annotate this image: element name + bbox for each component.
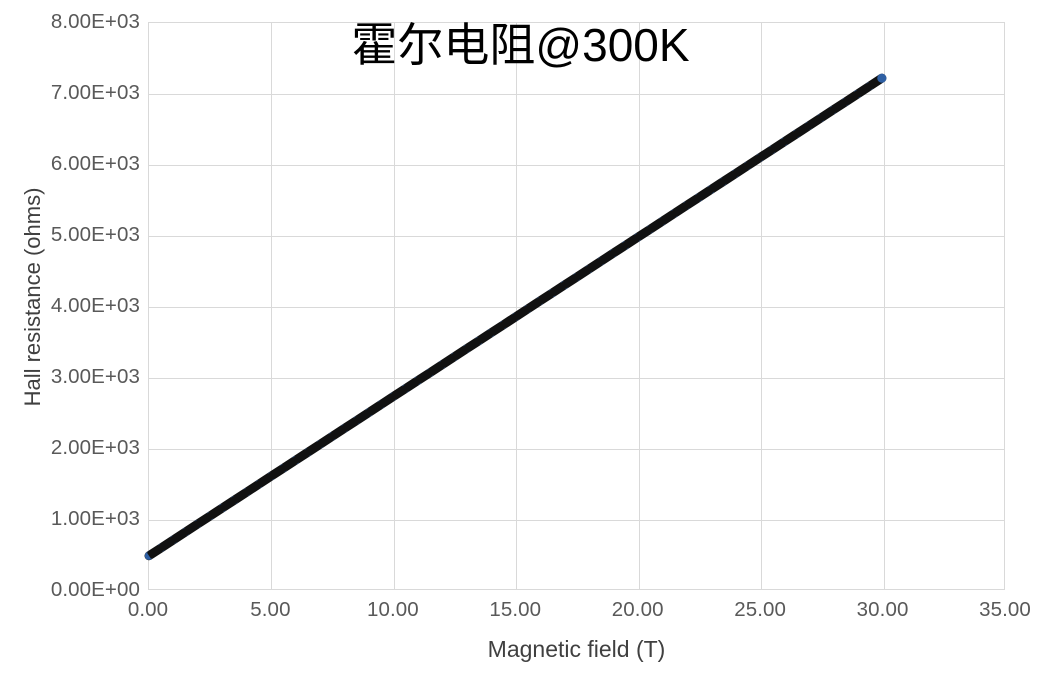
gridline-horizontal bbox=[149, 94, 1004, 95]
y-axis-tick-label: 4.00E+03 bbox=[50, 294, 140, 317]
gridline-vertical bbox=[761, 23, 763, 589]
gridline-vertical bbox=[393, 23, 395, 589]
data-point-marker-endpoint bbox=[877, 73, 887, 83]
y-axis-tick-label: 1.00E+03 bbox=[50, 507, 140, 530]
y-axis-title: Hall resistance (ohms) bbox=[20, 187, 45, 407]
x-axis-title: Magnetic field (T) bbox=[487, 636, 666, 662]
y-axis-tick-label: 0.00E+00 bbox=[50, 578, 140, 601]
data-series-layer bbox=[144, 73, 887, 561]
x-axis-tick-label: 20.00 bbox=[611, 598, 664, 621]
x-axis-tick-label: 0.00 bbox=[127, 598, 169, 621]
y-axis-tick-label: 5.00E+03 bbox=[50, 223, 140, 246]
x-axis-tick-label: 10.00 bbox=[366, 598, 419, 621]
gridline-vertical bbox=[883, 23, 885, 589]
gridline-horizontal bbox=[149, 520, 1004, 521]
x-axis-tick-label: 35.00 bbox=[979, 598, 1031, 621]
y-axis-tick-label: 2.00E+03 bbox=[50, 436, 140, 459]
x-axis-tick-label: 25.00 bbox=[734, 598, 787, 621]
x-axis-tick-label: 15.00 bbox=[489, 598, 542, 621]
y-axis-tick-label: 7.00E+03 bbox=[50, 81, 140, 104]
series-line-overlay bbox=[146, 75, 884, 559]
y-axis-title-wrapper: Hall resistance (ohms) bbox=[0, 0, 45, 676]
x-axis-tick-labels: 0.00 5.00 10.00 15.00 20.00 25.00 30.00 35.00 bbox=[128, 598, 1031, 628]
y-axis-tick-label: 6.00E+03 bbox=[50, 152, 140, 175]
gridline-vertical bbox=[516, 23, 518, 589]
gridline-horizontal bbox=[149, 378, 1004, 379]
x-axis-tick-label: 5.00 bbox=[250, 598, 291, 621]
gridline-vertical bbox=[638, 23, 640, 589]
gridline-horizontal bbox=[149, 449, 1004, 450]
gridline-horizontal bbox=[149, 165, 1004, 166]
y-axis-tick-label: 8.00E+03 bbox=[50, 10, 140, 33]
gridline-horizontal bbox=[149, 236, 1004, 237]
gridline-horizontal bbox=[149, 307, 1004, 308]
gridline-vertical bbox=[271, 23, 273, 589]
x-axis-tick-label: 30.00 bbox=[856, 598, 909, 621]
plot-area bbox=[144, 22, 1005, 590]
y-axis-tick-label: 3.00E+03 bbox=[50, 365, 140, 388]
y-axis-tick-labels: 0.00E+00 1.00E+03 2.00E+03 3.00E+03 4.00E+03… bbox=[0, 10, 140, 601]
